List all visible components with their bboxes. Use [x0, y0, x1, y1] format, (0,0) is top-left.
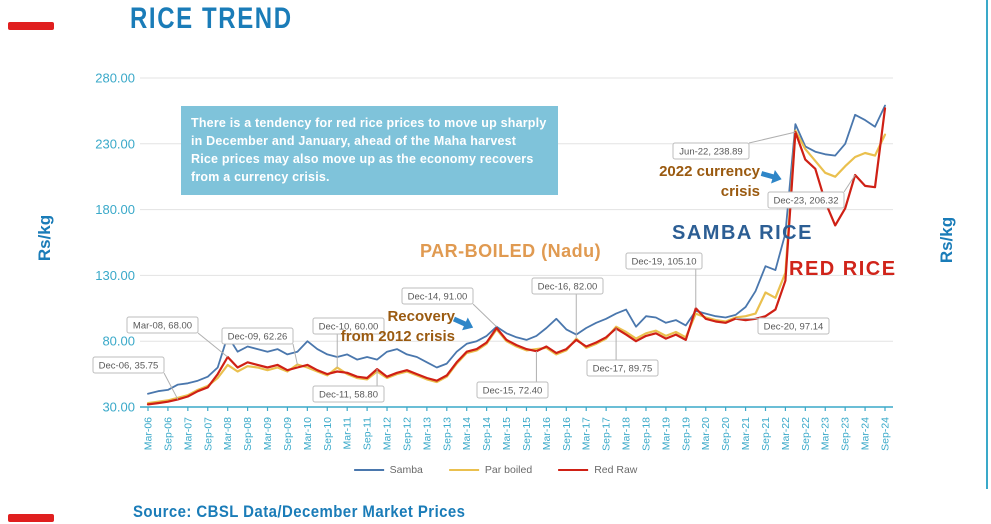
- legend-item-parboiled: Par boiled: [448, 464, 533, 476]
- svg-text:Dec-16, 82.00: Dec-16, 82.00: [538, 282, 598, 293]
- svg-text:Mar-21: Mar-21: [740, 417, 752, 450]
- svg-text:Mar-23: Mar-23: [820, 417, 832, 450]
- top-red-dash: [8, 22, 54, 30]
- legend-label-samba: Samba: [389, 464, 423, 476]
- svg-text:Sep-14: Sep-14: [481, 417, 493, 451]
- note-box: There is a tendency for red rice prices …: [181, 106, 558, 195]
- svg-text:Mar-15: Mar-15: [501, 417, 513, 450]
- svg-text:Mar-18: Mar-18: [621, 417, 633, 450]
- svg-text:Mar-22: Mar-22: [780, 417, 792, 450]
- redraw-line-swatch: [558, 468, 589, 472]
- svg-text:Dec-06, 35.75: Dec-06, 35.75: [99, 361, 159, 372]
- currency-crisis-line-1: 2022 currency: [659, 163, 760, 180]
- svg-text:Mar-12: Mar-12: [382, 417, 394, 450]
- svg-text:Sep-17: Sep-17: [601, 417, 613, 451]
- legend: Samba Par boiled Red Raw: [353, 464, 637, 476]
- page-title: RICE TREND: [130, 2, 293, 35]
- svg-text:Sep-08: Sep-08: [242, 417, 254, 451]
- svg-text:Sep-23: Sep-23: [840, 417, 852, 451]
- legend-label-redraw: Red Raw: [594, 464, 638, 476]
- svg-text:30.00: 30.00: [102, 400, 135, 415]
- svg-text:280.00: 280.00: [95, 71, 135, 86]
- svg-text:130.00: 130.00: [95, 268, 135, 283]
- svg-text:Mar-08: Mar-08: [222, 417, 234, 450]
- svg-text:Mar-13: Mar-13: [421, 417, 433, 450]
- svg-text:Dec-20, 97.14: Dec-20, 97.14: [764, 322, 824, 333]
- source-caption: Source: CBSL Data/December Market Prices: [133, 502, 466, 521]
- svg-text:Sep-06: Sep-06: [162, 417, 174, 451]
- svg-text:180.00: 180.00: [95, 202, 135, 217]
- svg-text:Sep-13: Sep-13: [441, 417, 453, 451]
- samba-line-swatch: [353, 468, 384, 472]
- svg-text:Sep-22: Sep-22: [800, 417, 812, 451]
- svg-text:Dec-15, 72.40: Dec-15, 72.40: [483, 386, 543, 397]
- svg-text:Sep-16: Sep-16: [561, 417, 573, 451]
- svg-text:Sep-20: Sep-20: [720, 417, 732, 451]
- recovery-annotation-line-2: from 2012 crisis: [340, 328, 455, 346]
- svg-text:Mar-20: Mar-20: [700, 417, 712, 450]
- svg-text:Mar-06: Mar-06: [143, 417, 155, 450]
- recovery-annotation: Recovery from 2012 crisis: [340, 307, 455, 348]
- svg-text:Dec-17, 89.75: Dec-17, 89.75: [593, 364, 653, 375]
- svg-text:Mar-24: Mar-24: [860, 417, 872, 450]
- svg-text:Dec-11, 58.80: Dec-11, 58.80: [319, 390, 378, 401]
- svg-text:Sep-07: Sep-07: [202, 417, 214, 451]
- svg-text:Sep-15: Sep-15: [521, 417, 533, 451]
- svg-text:80.00: 80.00: [102, 334, 135, 349]
- svg-text:Sep-21: Sep-21: [760, 417, 772, 451]
- redrice-series-label: RED RICE: [789, 258, 897, 280]
- svg-text:Mar-11: Mar-11: [342, 417, 354, 450]
- svg-text:Mar-19: Mar-19: [660, 417, 672, 450]
- svg-text:Sep-11: Sep-11: [362, 417, 374, 450]
- samba-series-label: SAMBA RICE: [672, 222, 813, 244]
- note-line-3: Rice prices may also move up as the econ…: [191, 152, 534, 167]
- svg-text:Mar-17: Mar-17: [581, 417, 593, 450]
- svg-text:Sep-09: Sep-09: [282, 417, 294, 451]
- svg-text:Dec-14, 91.00: Dec-14, 91.00: [408, 292, 468, 303]
- svg-text:Sep-18: Sep-18: [640, 417, 652, 451]
- svg-text:Sep-12: Sep-12: [401, 417, 413, 451]
- svg-text:230.00: 230.00: [95, 136, 135, 151]
- parboiled-series-label: PAR-BOILED (Nadu): [420, 241, 602, 261]
- recovery-annotation-line-1: Recovery: [387, 308, 455, 325]
- svg-text:Jun-22, 238.89: Jun-22, 238.89: [679, 147, 742, 158]
- svg-text:Mar-07: Mar-07: [182, 417, 194, 450]
- svg-text:Dec-09, 62.26: Dec-09, 62.26: [228, 332, 288, 343]
- recovery-arrow-icon: [452, 316, 474, 331]
- svg-text:Mar-10: Mar-10: [302, 417, 314, 450]
- svg-text:Mar-09: Mar-09: [262, 417, 274, 450]
- legend-label-parboiled: Par boiled: [484, 464, 533, 476]
- svg-text:Mar-16: Mar-16: [541, 417, 553, 450]
- legend-item-samba: Samba: [353, 464, 423, 476]
- svg-text:Dec-23, 206.32: Dec-23, 206.32: [774, 196, 839, 207]
- note-line-4: from a currency crisis.: [191, 170, 330, 185]
- legend-item-redraw: Red Raw: [558, 464, 637, 476]
- svg-text:Mar-14: Mar-14: [461, 417, 473, 450]
- svg-text:Dec-19, 105.10: Dec-19, 105.10: [632, 257, 697, 268]
- svg-text:Dec-10, 60.00: Dec-10, 60.00: [319, 322, 379, 333]
- svg-text:Sep-10: Sep-10: [322, 417, 334, 451]
- currency-crisis-arrow-icon: [760, 170, 782, 184]
- right-edge-rule: [986, 0, 988, 489]
- note-line-2: in December and January, ahead of the Ma…: [191, 134, 517, 149]
- bottom-red-dash: [8, 514, 54, 522]
- currency-crisis-line-2: crisis: [720, 183, 760, 201]
- svg-text:Sep-19: Sep-19: [680, 417, 692, 451]
- svg-text:Mar-08, 68.00: Mar-08, 68.00: [133, 321, 192, 332]
- parboiled-line-swatch: [448, 468, 479, 472]
- currency-crisis-annotation: 2022 currency crisis: [650, 162, 760, 203]
- note-line-1: There is a tendency for red rice prices …: [191, 116, 547, 130]
- svg-text:Sep-24: Sep-24: [880, 417, 892, 451]
